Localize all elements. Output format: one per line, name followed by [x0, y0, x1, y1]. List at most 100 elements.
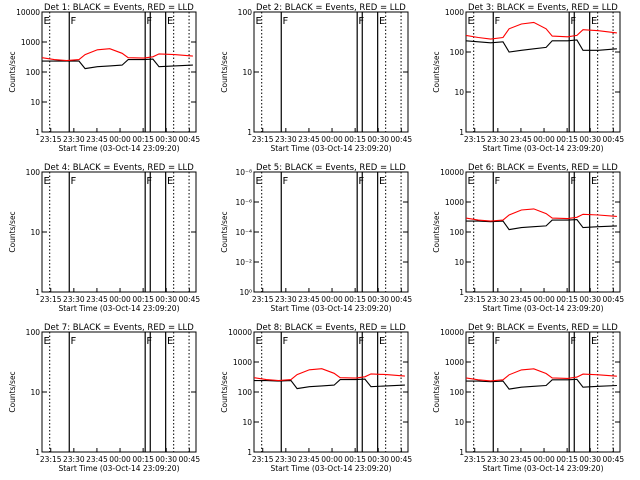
x-tick-label: 23:30 — [63, 135, 85, 144]
x-tick-label: 23:30 — [275, 295, 297, 304]
events-series-line — [466, 378, 617, 390]
interval-marker: E — [256, 336, 262, 347]
x-tick-label: 00:30 — [579, 135, 601, 144]
y-tick-label: 100 — [26, 328, 41, 337]
x-tick-label: 23:30 — [487, 135, 509, 144]
y-tick-label: 1 — [459, 288, 464, 297]
interval-marker: F — [570, 16, 576, 27]
y-tick-label: 10000 — [228, 328, 252, 337]
panel-title: Det 5: BLACK = Events, RED = LLD — [256, 163, 406, 173]
plot-frame — [253, 11, 409, 133]
x-tick-label: 00:45 — [179, 295, 201, 304]
y-axis-label: Counts/sec — [8, 371, 17, 412]
x-axis-label: Start Time (03-Oct-14 23:09:20) — [270, 304, 391, 313]
y-tick-label: 1000 — [21, 38, 40, 47]
x-tick-label: 00:00 — [109, 295, 131, 304]
detector-panel-3: Det 3: BLACK = Events, RED = LLD 1 10 100 10… — [432, 3, 624, 153]
detector-panel-9: Det 9: BLACK = Events, RED = LLD 1 10 100 10… — [432, 323, 624, 473]
plot-frame — [41, 171, 197, 293]
x-tick-label: 23:15 — [252, 295, 274, 304]
interval-marker: F — [70, 176, 76, 187]
events-series-line — [254, 378, 405, 390]
x-tick-label: 00:00 — [533, 135, 555, 144]
interval-marker: E — [379, 16, 385, 27]
x-tick-label: 23:15 — [40, 135, 62, 144]
x-axis-label: Start Time (03-Oct-14 23:09:20) — [270, 464, 391, 473]
interval-marker: E — [591, 176, 597, 187]
y-tick-label: 10⁰ — [239, 288, 252, 297]
x-tick-label: 00:45 — [391, 295, 413, 304]
y-axis-label: Counts/sec — [432, 211, 441, 252]
interval-marker: F — [358, 16, 364, 27]
x-tick-label: 23:45 — [510, 135, 532, 144]
panel-title: Det 9: BLACK = Events, RED = LLD — [468, 323, 618, 333]
detector-panel-2: Det 2: BLACK = Events, RED = LLD 1 10 100 23… — [220, 3, 412, 153]
x-tick-label: 00:30 — [155, 455, 177, 464]
x-tick-label: 00:45 — [603, 135, 625, 144]
x-tick-label: 00:30 — [579, 295, 601, 304]
x-axis-label: Start Time (03-Oct-14 23:09:20) — [482, 144, 603, 153]
y-axis-label: Counts/sec — [220, 211, 229, 252]
interval-marker: E — [167, 176, 173, 187]
detector-panel-4: Det 4: BLACK = Events, RED = LLD 1 10 100 23… — [8, 163, 200, 313]
detector-panel-5: Det 5: BLACK = Events, RED = LLD 10⁰ 10⁻² 1… — [220, 163, 412, 313]
plot-frame — [465, 331, 621, 453]
y-tick-label: 10 — [30, 388, 40, 397]
interval-marker: E — [468, 336, 474, 347]
lld-series-line — [465, 208, 617, 222]
interval-marker: F — [146, 176, 152, 187]
x-tick-label: 00:45 — [391, 135, 413, 144]
x-tick-label: 00:30 — [367, 135, 389, 144]
x-tick-label: 00:15 — [344, 135, 366, 144]
y-axis-label: Counts/sec — [432, 371, 441, 412]
x-tick-label: 00:15 — [556, 455, 578, 464]
x-tick-label: 00:15 — [556, 135, 578, 144]
interval-marker: F — [494, 336, 500, 347]
events-series-line — [466, 219, 617, 231]
x-tick-label: 00:45 — [179, 455, 201, 464]
x-tick-label: 23:45 — [510, 295, 532, 304]
interval-marker: F — [70, 336, 76, 347]
x-tick-label: 23:45 — [510, 455, 532, 464]
y-tick-label: 1000 — [445, 198, 464, 207]
lld-series-line — [465, 21, 617, 40]
plot-frame — [253, 331, 409, 453]
x-tick-label: 00:00 — [109, 455, 131, 464]
interval-marker: F — [494, 176, 500, 187]
x-tick-label: 00:30 — [155, 295, 177, 304]
y-tick-label: 10 — [242, 68, 252, 77]
detector-panel-7: Det 7: BLACK = Events, RED = LLD 1 10 100 23… — [8, 323, 200, 473]
x-axis-label: Start Time (03-Oct-14 23:09:20) — [482, 304, 603, 313]
panel-title: Det 3: BLACK = Events, RED = LLD — [468, 3, 618, 13]
y-tick-label: 10 — [30, 228, 40, 237]
interval-marker: E — [167, 336, 173, 347]
x-tick-label: 23:15 — [464, 295, 486, 304]
y-tick-label: 1 — [459, 128, 464, 137]
y-axis-label: Counts/sec — [8, 51, 17, 92]
interval-marker: E — [379, 336, 385, 347]
y-tick-label: 10 — [454, 258, 464, 267]
x-tick-label: 23:30 — [275, 455, 297, 464]
interval-marker: E — [591, 16, 597, 27]
x-tick-label: 00:45 — [603, 295, 625, 304]
y-axis-label: Counts/sec — [8, 211, 17, 252]
interval-marker: E — [591, 336, 597, 347]
x-tick-label: 00:00 — [533, 455, 555, 464]
events-series-line — [465, 39, 617, 53]
interval-marker: E — [379, 176, 385, 187]
lld-series-line — [465, 368, 617, 382]
x-tick-label: 23:15 — [252, 135, 274, 144]
y-tick-label: 1000 — [445, 8, 464, 17]
x-tick-label: 00:00 — [109, 135, 131, 144]
y-tick-label: 10000 — [440, 328, 464, 337]
interval-marker: E — [256, 176, 262, 187]
x-tick-label: 23:15 — [464, 455, 486, 464]
y-tick-label: 100 — [238, 388, 253, 397]
x-tick-label: 00:15 — [132, 135, 154, 144]
x-tick-label: 00:00 — [533, 295, 555, 304]
y-tick-label: 1000 — [445, 358, 464, 367]
interval-marker: F — [146, 16, 152, 27]
interval-marker: E — [468, 16, 474, 27]
x-tick-label: 00:30 — [579, 455, 601, 464]
x-tick-label: 00:15 — [556, 295, 578, 304]
